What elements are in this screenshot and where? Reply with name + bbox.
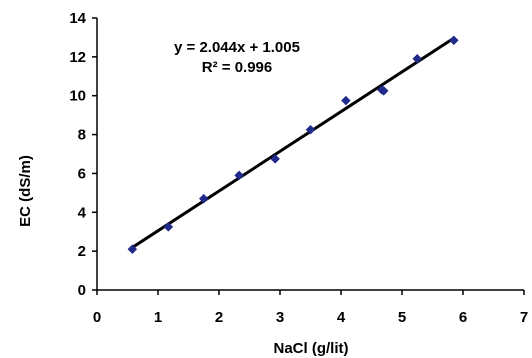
data-points	[127, 35, 459, 255]
data-point	[412, 53, 423, 64]
x-tick-label: 2	[215, 309, 223, 326]
x-tick-label: 4	[337, 309, 346, 326]
data-point	[341, 95, 351, 106]
y-tick-label: 0	[78, 282, 86, 299]
x-axis-title: NaCl (g/lit)	[274, 340, 349, 357]
trendline	[131, 36, 455, 249]
data-point	[127, 244, 138, 255]
y-tick-label: 10	[69, 88, 86, 105]
y-tick-label: 8	[78, 127, 86, 144]
axes	[92, 17, 525, 295]
data-point	[378, 86, 389, 96]
y-tick-label: 14	[69, 10, 86, 27]
data-point	[270, 154, 280, 164]
data-point	[305, 124, 316, 135]
r-squared-label: R² = 0.996	[202, 59, 272, 76]
data-point	[234, 170, 244, 181]
x-tick-label: 3	[276, 309, 284, 326]
data-point	[198, 193, 209, 204]
trendline-equation: y = 2.044x + 1.005	[174, 39, 300, 56]
x-tick-label: 7	[520, 309, 528, 326]
data-point	[163, 222, 174, 232]
x-tick-label: 1	[154, 309, 162, 326]
y-tick-label: 4	[78, 204, 87, 221]
x-tick-label: 0	[93, 309, 101, 326]
y-axis-title: EC (dS/m)	[17, 155, 34, 227]
x-tick-label: 6	[459, 309, 467, 326]
y-tick-label: 6	[78, 165, 86, 182]
x-tick-label: 5	[398, 309, 406, 326]
y-tick-label: 2	[78, 243, 86, 260]
data-point	[448, 35, 459, 46]
y-tick-label: 12	[69, 49, 86, 66]
